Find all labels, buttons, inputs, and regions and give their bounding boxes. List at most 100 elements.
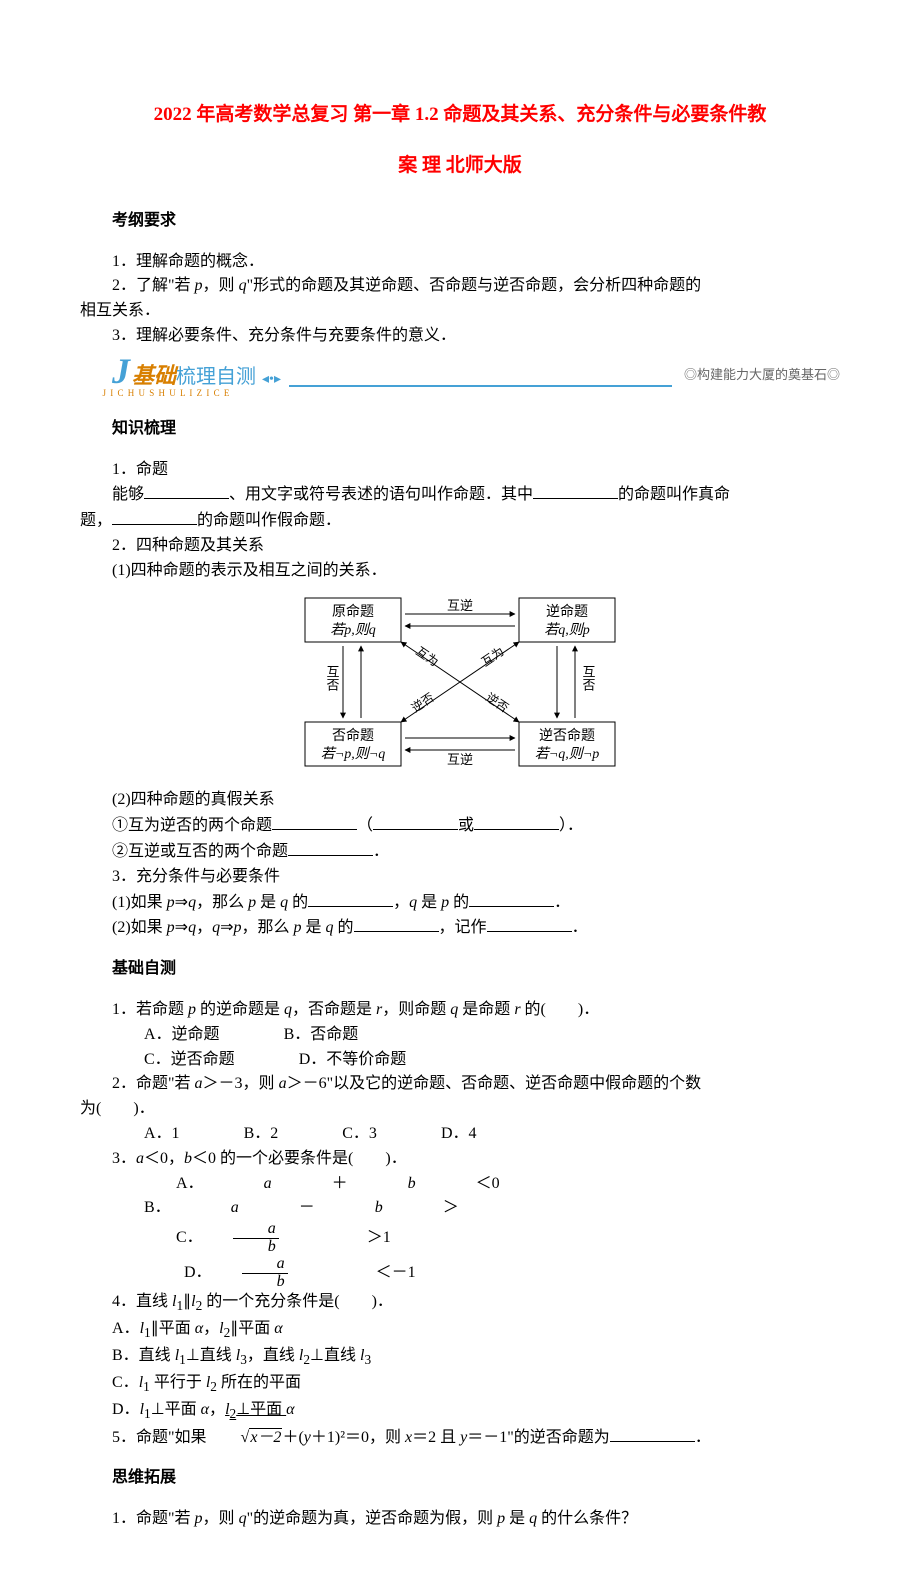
- text: ＞－3，则: [203, 1075, 279, 1092]
- blank: [610, 1425, 695, 1442]
- var-q: q: [280, 894, 288, 911]
- text: 题，: [80, 512, 112, 529]
- q4-optB: B．直线 l1⊥直线 l3，直线 l2⊥直线 l3: [80, 1344, 840, 1371]
- var-alpha: α: [286, 1401, 294, 1418]
- text: 是: [302, 919, 326, 936]
- var-p: p: [195, 1510, 203, 1527]
- var-p: p: [294, 919, 302, 936]
- text: D．: [152, 1257, 212, 1289]
- text: ＜0，: [144, 1150, 184, 1167]
- d-box4b: 若¬q,则¬p: [535, 746, 599, 762]
- text: ①互为逆否的两个命题: [112, 817, 272, 834]
- blank: [144, 482, 229, 499]
- var-a: a: [136, 1150, 144, 1167]
- text: ）．: [559, 817, 583, 834]
- text: ＜0 的一个必要条件是( )．: [192, 1150, 407, 1167]
- d-nifou2: 逆否: [408, 689, 436, 715]
- var-p: p: [167, 894, 175, 911]
- var-p: p: [188, 1001, 196, 1018]
- var-y: y: [460, 1429, 467, 1446]
- var-y: y: [304, 1429, 311, 1446]
- q4: 4．直线 l1∥l2 的一个充分条件是( )．: [80, 1290, 840, 1317]
- text: ，则命题: [382, 1001, 450, 1018]
- text: ，则: [203, 1510, 239, 1527]
- jczc-head: 基础自测: [80, 957, 840, 982]
- text: 1．若命题: [112, 1001, 188, 1018]
- q2-opts: A．1 B．2 C．3 D．4: [80, 1122, 840, 1147]
- q3-optD: D．ab＜－1: [120, 1256, 444, 1291]
- q2-tail: 为( )．: [80, 1097, 840, 1122]
- q1-optA: A．逆命题: [112, 1023, 220, 1048]
- q1-optB: B．否命题: [252, 1023, 359, 1048]
- var-alpha: α: [274, 1320, 282, 1337]
- q2-optD: D．4: [409, 1122, 477, 1147]
- kaogang-2: 2．了解"若 p，则 q"形式的命题及其逆命题、否命题与逆否命题，会分析四种命题…: [80, 274, 840, 299]
- q3-optA: A．a＋b＜0: [112, 1172, 528, 1197]
- banner-sub-text: 梳理自测: [176, 367, 256, 387]
- sqrt-icon: x－2: [207, 1426, 283, 1451]
- text: C．: [144, 1222, 203, 1254]
- text: ∥平面: [230, 1320, 274, 1337]
- var-q: q: [212, 919, 220, 936]
- d-huni-top: 互逆: [447, 598, 473, 613]
- text: 的( )．: [521, 1001, 600, 1018]
- zsl-2: 2．四种命题及其关系: [80, 534, 840, 559]
- q2-optA: A．1: [112, 1122, 180, 1147]
- doc-title-line2: 案 理 北师大版: [80, 151, 840, 180]
- d-box1a: 原命题: [332, 603, 374, 620]
- text: 是: [417, 894, 441, 911]
- d-box1b: 若p,则q: [330, 622, 376, 638]
- blank: [308, 890, 393, 907]
- text: (2)如果: [112, 919, 167, 936]
- text: ②互逆或互否的两个命题: [112, 843, 288, 860]
- var-q: q: [239, 1510, 247, 1527]
- var-a: a: [195, 1075, 203, 1092]
- text: ，: [393, 894, 409, 911]
- banner-pinyin: J I C H U S H U L I Z I C E: [103, 387, 841, 401]
- var-q: q: [529, 1510, 537, 1527]
- text: ＋: [300, 1172, 348, 1197]
- zsl-2c: ①互为逆否的两个命题（或）．: [80, 813, 840, 839]
- text: ，记作: [439, 919, 487, 936]
- zsl-1: 1．命题: [80, 458, 840, 483]
- blank: [474, 813, 559, 830]
- den: b: [242, 1274, 288, 1291]
- num: a: [242, 1256, 288, 1274]
- banner-dot-icon: ◂•▸: [262, 373, 281, 387]
- var-x: x: [405, 1429, 412, 1446]
- text: 的命题叫作真命: [618, 486, 730, 503]
- text: 5．命题"如果: [112, 1429, 207, 1446]
- text: ，否命题是: [292, 1001, 376, 1018]
- text: ＞: [411, 1196, 459, 1221]
- d-box3b: 若¬p,则¬q: [321, 746, 385, 762]
- text: 的: [334, 919, 354, 936]
- q1-optD: D．不等价命题: [267, 1048, 407, 1073]
- d-box4a: 逆否命题: [539, 727, 595, 744]
- text: －: [267, 1196, 315, 1221]
- q1: 1．若命题 p 的逆命题是 q，否命题是 r，则命题 q 是命题 r 的( )．: [80, 998, 840, 1023]
- text: ＝2 且: [412, 1429, 460, 1446]
- var-q: q: [239, 277, 247, 294]
- text: 的: [449, 894, 469, 911]
- text: ，那么: [196, 894, 248, 911]
- text: ，那么: [242, 919, 294, 936]
- text: D．: [112, 1401, 140, 1418]
- q1-opts-row2: C．逆否命题 D．不等价命题: [80, 1048, 840, 1073]
- text: 是: [505, 1510, 529, 1527]
- text: B．: [112, 1196, 171, 1221]
- blank: [373, 813, 458, 830]
- q4-optC: C．l1 平行于 l2 所在的平面: [80, 1371, 840, 1398]
- text: "的逆命题为真，逆否命题为假，则: [247, 1510, 498, 1527]
- q3-opts-row2: C．ab＞1 D．ab＜－1: [80, 1221, 840, 1290]
- text: 的逆命题是: [196, 1001, 284, 1018]
- text: ＋(: [282, 1429, 303, 1446]
- q2-optB: B．2: [212, 1122, 279, 1147]
- zsl-1-body2: 题，的命题叫作假命题．: [80, 508, 840, 534]
- text: 或: [458, 817, 474, 834]
- text: ∥平面: [151, 1320, 195, 1337]
- var-b: b: [376, 1172, 416, 1197]
- var-a: a: [279, 1075, 287, 1092]
- text: ＞－6"以及它的逆命题、否命题、逆否命题中假命题的个数: [287, 1075, 702, 1092]
- blank: [288, 839, 373, 856]
- blank: [487, 915, 572, 932]
